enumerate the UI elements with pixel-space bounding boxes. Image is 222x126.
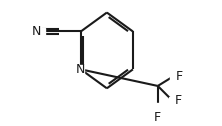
- Bar: [170, 73, 176, 80]
- Text: F: F: [154, 111, 161, 124]
- Bar: [38, 28, 45, 35]
- Text: N: N: [76, 63, 85, 76]
- Bar: [155, 103, 161, 110]
- Text: N: N: [32, 25, 41, 38]
- Bar: [77, 65, 84, 73]
- Text: F: F: [175, 94, 182, 107]
- Bar: [169, 97, 175, 104]
- Text: F: F: [176, 70, 183, 83]
